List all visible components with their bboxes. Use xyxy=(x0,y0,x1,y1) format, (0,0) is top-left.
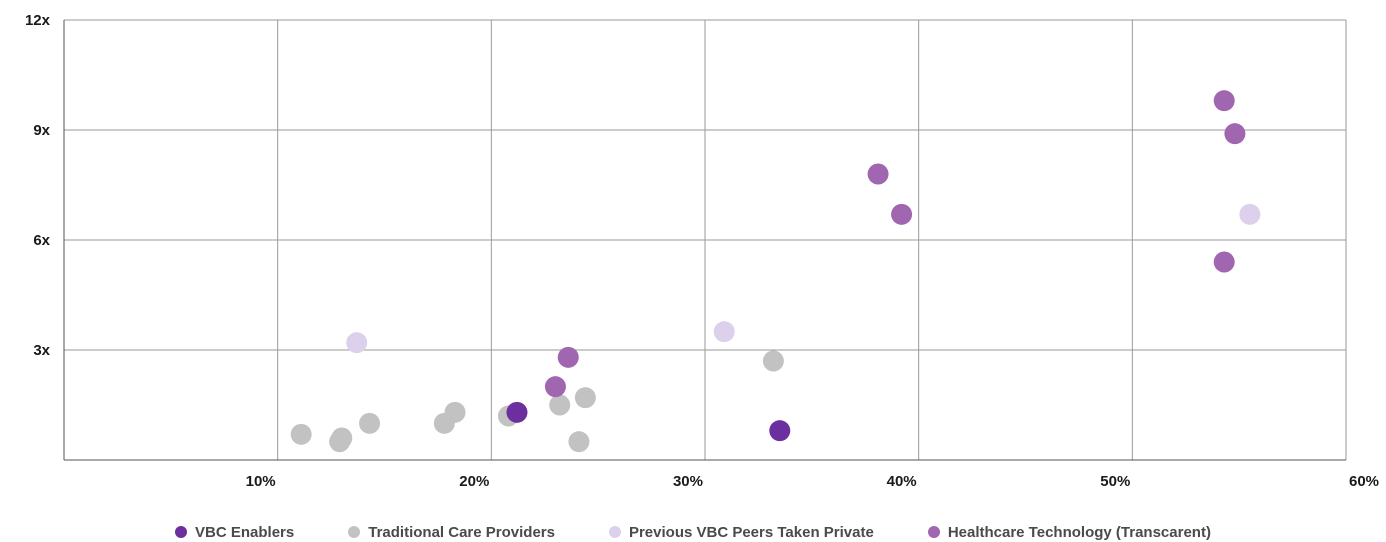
point-healthcare-technology-transcarent-3 xyxy=(891,203,913,225)
point-traditional-care-providers-2 xyxy=(331,427,353,449)
legend-swatch-healthcare-technology xyxy=(927,526,940,538)
data-points xyxy=(290,90,1261,453)
tick-labels: 10% 20% 30% 40% 50% 60% 3x 6x 9x 12x xyxy=(25,12,1379,490)
legend-item-previous-vbc-peers: Previous VBC Peers Taken Private xyxy=(608,523,874,541)
x-tick-label-2: 30% xyxy=(673,473,703,490)
grid-lines xyxy=(64,19,1347,460)
legend-swatch-previous-vbc-peers xyxy=(608,526,621,538)
x-tick-label-1: 20% xyxy=(459,473,489,490)
point-traditional-care-providers-7 xyxy=(549,394,571,416)
y-tick-label-2: 9x xyxy=(33,122,50,139)
point-healthcare-technology-transcarent-1 xyxy=(557,346,579,368)
legend-swatch-traditional-care-providers xyxy=(348,526,361,538)
legend-label-traditional-care-providers: Traditional Care Providers xyxy=(368,523,555,541)
x-tick-label-0: 10% xyxy=(246,473,276,490)
point-traditional-care-providers-10 xyxy=(762,350,784,372)
legend-label-previous-vbc-peers: Previous VBC Peers Taken Private xyxy=(628,523,874,541)
point-healthcare-technology-transcarent-2 xyxy=(867,163,889,185)
point-traditional-care-providers-5 xyxy=(444,401,466,423)
x-tick-label-3: 40% xyxy=(887,473,917,490)
point-previous-vbc-peers-taken-private-1 xyxy=(713,321,735,343)
point-traditional-care-providers-3 xyxy=(359,412,381,434)
legend-item-vbc-enablers: VBC Enablers xyxy=(175,524,294,541)
legend-label-vbc-enablers: VBC Enablers xyxy=(195,523,295,541)
point-traditional-care-providers-8 xyxy=(568,431,590,453)
point-previous-vbc-peers-taken-private-2 xyxy=(1239,203,1261,225)
point-healthcare-technology-transcarent-5 xyxy=(1213,251,1235,273)
legend-item-traditional-care-providers: Traditional Care Providers xyxy=(348,524,555,541)
point-healthcare-technology-transcarent-0 xyxy=(544,376,566,398)
point-vbc-enablers-0 xyxy=(506,401,528,423)
point-healthcare-technology-transcarent-6 xyxy=(1224,123,1246,145)
x-tick-label-4: 50% xyxy=(1100,473,1130,490)
y-tick-label-1: 6x xyxy=(33,232,50,249)
point-previous-vbc-peers-taken-private-0 xyxy=(346,332,368,354)
point-vbc-enablers-1 xyxy=(769,420,791,442)
legend-label-healthcare-technology: Healthcare Technology (Transcarent) xyxy=(947,523,1211,541)
point-healthcare-technology-transcarent-4 xyxy=(1213,90,1235,112)
legend-item-healthcare-technology: Healthcare Technology (Transcarent) xyxy=(927,523,1211,541)
scatter-chart: 10% 20% 30% 40% 50% 60% 3x 6x 9x 12x xyxy=(25,12,1379,490)
x-tick-label-5: 60% xyxy=(1349,473,1379,490)
legend-swatch-vbc-enablers xyxy=(175,526,188,538)
chart-legend: VBC Enablers Traditional Care Providers … xyxy=(0,522,1386,542)
point-traditional-care-providers-9 xyxy=(574,387,596,409)
chart-axes xyxy=(63,20,1346,461)
y-tick-label-3: 12x xyxy=(25,12,51,29)
point-traditional-care-providers-0 xyxy=(290,423,312,445)
y-tick-label-0: 3x xyxy=(33,342,50,359)
